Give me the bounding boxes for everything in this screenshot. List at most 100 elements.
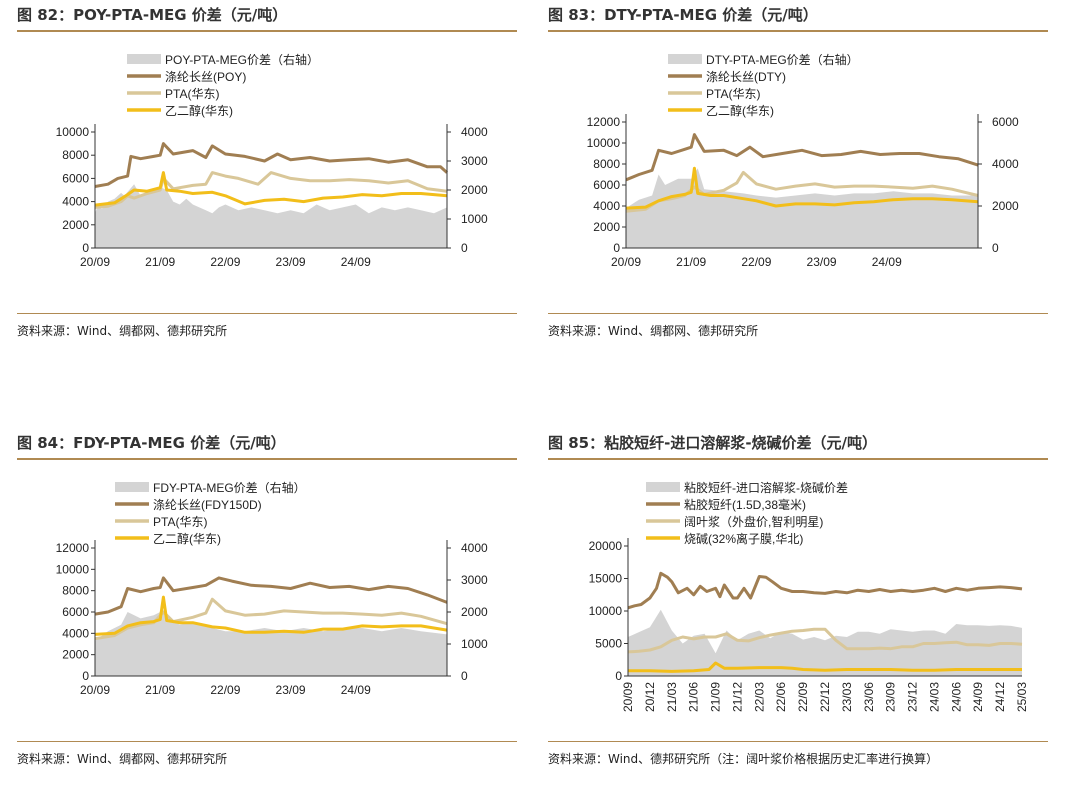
x-tick-label: 20/09	[611, 255, 641, 269]
x-tick-label: 21/03	[665, 682, 679, 712]
y-tick-label: 10000	[589, 604, 623, 618]
series-line	[94, 171, 448, 209]
title-rule	[17, 30, 517, 32]
series-line	[94, 595, 448, 636]
chart-svg: 0 5000 10000 15000 20000 20/09 20/12 21/03 21/06…	[589, 480, 1029, 712]
y-tick-label: 2000	[593, 220, 620, 234]
x-tick-label: 22/09	[210, 683, 240, 697]
x-tick-label: 20/12	[643, 682, 657, 712]
x-tick-label: 22/06	[774, 682, 788, 712]
series-area	[95, 184, 447, 248]
chart-source: 资料来源：Wind、绸都网、德邦研究所	[548, 324, 759, 338]
y-tick-label: 0	[82, 241, 89, 255]
y2-tick-label: 1000	[461, 212, 488, 226]
x-tick-label: 22/12	[818, 682, 832, 712]
chart-source: 资料来源：Wind、德邦研究所（注：阔叶浆价格根据历史汇率进行换算）	[548, 752, 939, 766]
series-area	[628, 609, 1022, 676]
chart-panel-83: 图 83：DTY-PTA-MEG 价差（元/吨） 0 2000 4000 6000 80…	[548, 4, 1048, 354]
legend-label: DTY-PTA-MEG价差（右轴）	[706, 52, 859, 67]
x-tick-label: 23/09	[276, 683, 306, 697]
x-tick-label: 24/12	[993, 682, 1007, 712]
footer-rule	[17, 741, 517, 742]
x-tick-label: 24/09	[872, 255, 902, 269]
x-tick-label: 25/03	[1015, 682, 1029, 712]
y2-tick-label: 2000	[461, 605, 488, 619]
y-tick-label: 0	[613, 241, 620, 255]
footer-rule	[548, 741, 1048, 742]
series-line	[94, 142, 448, 188]
series-line	[94, 597, 448, 641]
legend-label: 阔叶浆（外盘价,智利明星)	[684, 514, 823, 529]
legend-label: 乙二醇(华东)	[165, 103, 233, 118]
y-tick-label: 2000	[62, 648, 89, 662]
x-tick-label: 22/09	[210, 255, 240, 269]
footer-rule	[548, 313, 1048, 314]
chart-title: 图 82：POY-PTA-MEG 价差（元/吨）	[17, 6, 288, 24]
legend-label: 烧碱(32%离子膜,华北)	[684, 531, 803, 546]
y-tick-label: 4000	[62, 626, 89, 640]
y-tick-label: 20000	[589, 539, 623, 553]
y-tick-label: 4000	[62, 195, 89, 209]
legend-label: FDY-PTA-MEG价差（右轴）	[153, 480, 306, 495]
chart-title: 图 85：粘胶短纤-进口溶解浆-烧碱价差（元/吨）	[548, 434, 878, 452]
chart-panel-82: 图 82：POY-PTA-MEG 价差（元/吨） 0 2000 4000 6000 80…	[17, 4, 517, 354]
x-tick-label: 20/09	[621, 682, 635, 712]
x-tick-label: 24/09	[341, 255, 371, 269]
series-line	[628, 661, 1022, 673]
chart-title: 图 84：FDY-PTA-MEG 价差（元/吨）	[17, 434, 286, 452]
title-rule	[548, 458, 1048, 460]
x-tick-label: 23/06	[862, 682, 876, 712]
legend-label: PTA(华东)	[153, 515, 207, 529]
chart-panel-84: 图 84：FDY-PTA-MEG 价差（元/吨） 0 2000 4000 6000 80…	[17, 432, 517, 782]
x-tick-label: 21/09	[709, 682, 723, 712]
y2-tick-label: 2000	[992, 199, 1019, 213]
legend-label: 粘胶短纤-进口溶解浆-烧碱价差	[684, 480, 848, 495]
legend-label: PTA(华东)	[165, 87, 219, 101]
x-tick-label: 23/09	[884, 682, 898, 712]
x-tick-label: 21/09	[145, 683, 175, 697]
y-tick-label: 12000	[587, 115, 621, 129]
x-tick-label: 20/09	[80, 255, 110, 269]
y-tick-label: 6000	[62, 171, 89, 185]
x-tick-label: 23/03	[840, 682, 854, 712]
y-tick-label: 5000	[595, 637, 622, 651]
legend-swatch	[646, 482, 680, 492]
x-tick-label: 22/09	[741, 255, 771, 269]
y-tick-label: 0	[82, 669, 89, 683]
series-area	[626, 168, 978, 248]
title-rule	[548, 30, 1048, 32]
legend-swatch	[668, 54, 702, 64]
legend-label: 粘胶短纤(1.5D,38毫米)	[684, 497, 806, 512]
legend-label: 乙二醇(华东)	[153, 531, 221, 546]
y-tick-label: 12000	[56, 541, 90, 555]
legend-label: 涤纶长丝(POY)	[165, 70, 246, 84]
chart-svg: 0 2000 4000 6000 8000 10000 12000 0 2000 4000 6000…	[587, 52, 1019, 269]
x-tick-label: 21/09	[145, 255, 175, 269]
title-rule	[17, 458, 517, 460]
x-tick-label: 22/03	[752, 682, 766, 712]
y-tick-label: 6000	[62, 605, 89, 619]
y-tick-label: 8000	[593, 157, 620, 171]
y-tick-label: 10000	[587, 136, 621, 150]
y2-tick-label: 2000	[461, 183, 488, 197]
y2-tick-label: 6000	[992, 115, 1019, 129]
chart-source: 资料来源：Wind、绸都网、德邦研究所	[17, 752, 228, 766]
y-tick-label: 4000	[593, 199, 620, 213]
series-line	[625, 166, 979, 210]
x-tick-label: 20/09	[80, 683, 110, 697]
x-tick-label: 23/12	[906, 682, 920, 712]
y2-tick-label: 1000	[461, 637, 488, 651]
series-line	[94, 171, 448, 207]
y2-tick-label: 4000	[992, 157, 1019, 171]
x-tick-label: 21/12	[730, 682, 744, 712]
chart-svg: 0 2000 4000 6000 8000 10000 12000 0 1000 2000 3000…	[56, 480, 488, 697]
x-tick-label: 24/09	[971, 682, 985, 712]
x-tick-label: 21/09	[676, 255, 706, 269]
series-line	[625, 170, 979, 213]
legend-label: 涤纶长丝(FDY150D)	[153, 498, 262, 512]
x-tick-label: 24/03	[927, 682, 941, 712]
y2-tick-label: 0	[461, 241, 468, 255]
y-tick-label: 8000	[62, 148, 89, 162]
x-tick-label: 22/09	[796, 682, 810, 712]
legend-label: 涤纶长丝(DTY)	[706, 70, 786, 84]
